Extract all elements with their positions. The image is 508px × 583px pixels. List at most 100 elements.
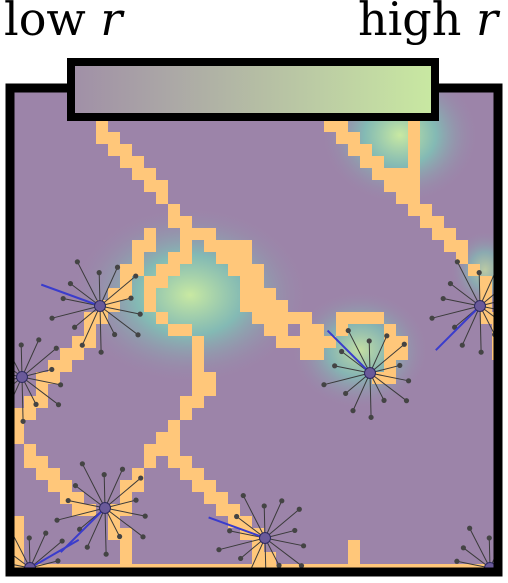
path-cell [144, 168, 156, 180]
path-cell [216, 240, 228, 252]
path-cell [240, 240, 252, 252]
path-cell [444, 240, 456, 252]
path-cell [276, 336, 288, 348]
spoke-tip [298, 563, 305, 569]
path-cell [252, 276, 264, 288]
spoke-tip [321, 382, 327, 388]
path-cell [228, 504, 240, 516]
spoke-tip [459, 342, 465, 348]
path-cell [168, 420, 180, 432]
path-cell [252, 288, 264, 300]
spoke-line [21, 376, 59, 406]
path-cell [276, 324, 288, 336]
path-cell [108, 132, 120, 144]
path-cell [24, 444, 36, 456]
path-cell [72, 492, 84, 504]
path-cell [60, 492, 72, 504]
spoke-line [352, 372, 371, 411]
path-cell [204, 492, 216, 504]
path-cell [72, 504, 84, 516]
path-cell [372, 312, 384, 324]
spoke-tip [296, 506, 302, 512]
path-cell [300, 312, 312, 324]
path-cell [360, 312, 372, 324]
spoke-line [347, 330, 371, 374]
path-cell [96, 132, 108, 144]
spoke-line [264, 508, 300, 539]
spoke-tip [103, 551, 109, 557]
path-cell [408, 144, 420, 156]
path-cell [336, 120, 348, 132]
colorbar-gradient [67, 58, 439, 121]
path-cell [60, 348, 72, 360]
path-cell [252, 312, 264, 324]
spoke-tip [234, 513, 240, 520]
spoke-tip [397, 362, 403, 369]
path-cell [132, 168, 144, 180]
legend-high-word: high [357, 0, 462, 46]
spoke-tip [444, 576, 449, 581]
highlight-spoke [29, 539, 80, 569]
spoke-tip [401, 341, 407, 347]
spoke-tip [133, 497, 139, 503]
path-cell [180, 456, 192, 468]
path-cell [12, 408, 24, 420]
path-cell [120, 492, 132, 504]
spoke-tip [57, 382, 64, 388]
legend-high-label: high r [358, 0, 498, 42]
path-cell [192, 468, 204, 480]
spoke-tip [55, 558, 61, 564]
path-cell [384, 372, 396, 384]
path-cell [348, 144, 360, 156]
path-cell [240, 300, 252, 312]
path-cell [396, 180, 408, 192]
highlight-spoke [435, 305, 481, 351]
spoke-tip [447, 280, 454, 287]
spoke-tip [227, 528, 233, 534]
spoke-tip [59, 538, 65, 544]
spoke-tip [467, 525, 473, 531]
path-cell [408, 168, 420, 180]
spoke-line [21, 347, 57, 378]
path-cell [252, 540, 264, 552]
path-cell [312, 324, 324, 336]
path-cell [240, 252, 252, 264]
path-cell [288, 312, 300, 324]
spoke-tip [460, 545, 467, 551]
path-cell [84, 324, 96, 336]
spoke-tip [55, 402, 62, 408]
spoke-tip [440, 295, 446, 302]
spoke-tip [350, 408, 356, 414]
spoke-tip [33, 401, 39, 407]
path-cell [168, 444, 180, 456]
path-cell [204, 372, 216, 384]
path-cell [120, 504, 132, 516]
path-cell [156, 180, 168, 192]
spoke-tip [300, 543, 307, 549]
path-cell [120, 540, 132, 552]
star-burst-node-icon [429, 259, 498, 355]
spoke-tip [403, 398, 410, 404]
spoke-tip [240, 492, 246, 499]
spoke-line [469, 527, 491, 569]
spoke-tip [429, 315, 435, 321]
path-cell [216, 252, 228, 264]
spoke-tip [49, 315, 55, 321]
path-cell [180, 252, 192, 264]
spoke-line [456, 261, 481, 307]
spoke-tip [133, 273, 139, 279]
legend-low-word: low [4, 0, 86, 46]
spoke-tip [74, 259, 80, 265]
path-cell [132, 264, 144, 276]
path-cell [408, 156, 420, 168]
path-cell [288, 336, 300, 348]
path-cell [36, 456, 48, 468]
spoke-tip [368, 414, 374, 420]
path-cell [168, 204, 180, 216]
path-cell [456, 240, 468, 252]
path-cell [408, 120, 420, 132]
path-cell [12, 420, 24, 432]
path-cell [192, 480, 204, 492]
spoke-tip [1, 545, 6, 550]
path-cell [12, 516, 24, 528]
